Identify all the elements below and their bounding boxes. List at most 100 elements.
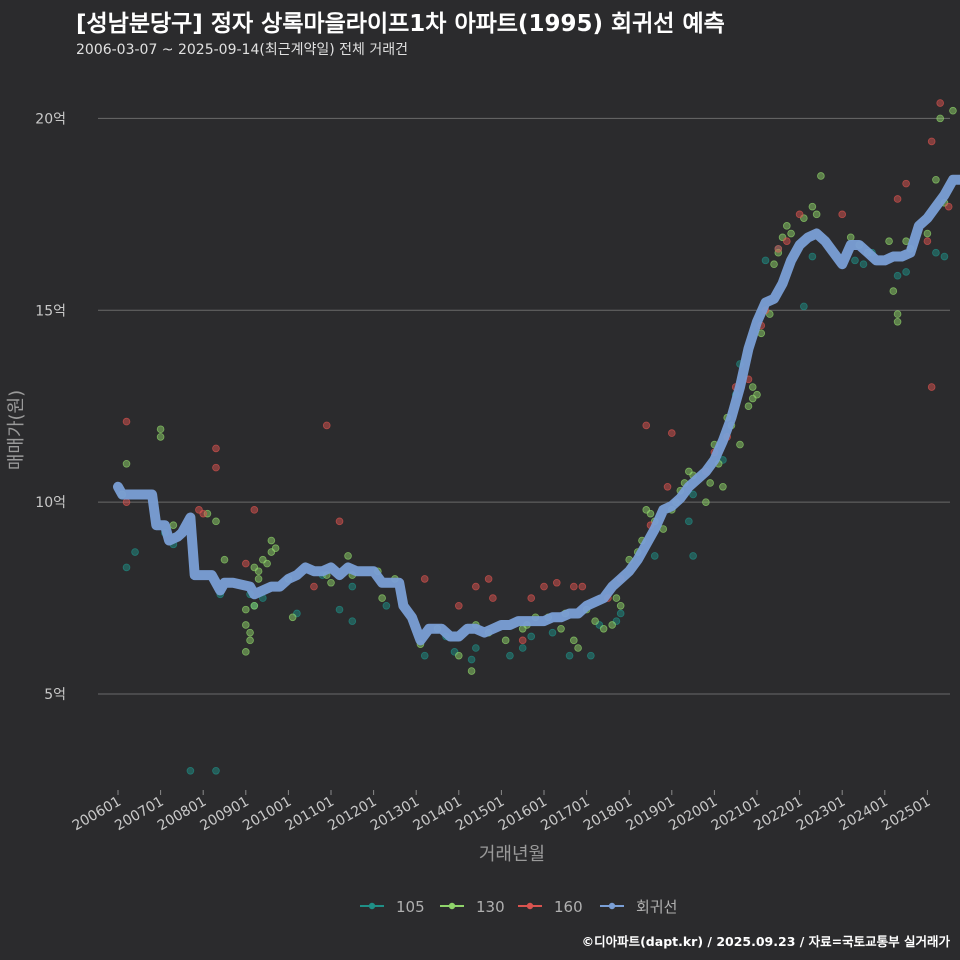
point-160 [212,463,220,472]
point-105 [472,644,480,652]
point-105 [565,651,574,660]
point-160 [927,383,936,391]
point-130 [467,667,476,675]
point-130 [744,402,753,411]
point-130 [242,621,250,629]
point-130 [271,544,280,553]
point-130 [702,498,710,506]
regression-line [113,174,960,646]
point-130 [612,594,621,602]
point-105 [548,628,557,637]
point-160 [489,594,497,602]
point-130 [770,260,778,269]
point-130 [242,605,250,614]
point-105 [616,609,625,618]
point-130 [719,483,727,491]
point-130 [263,559,271,568]
point-160 [902,179,910,188]
point-105 [527,632,536,641]
point-130 [220,555,229,564]
point-130 [932,175,940,184]
point-130 [787,229,795,238]
point-160 [335,517,344,526]
point-105 [212,767,220,775]
point-105 [851,256,859,265]
point-160 [527,594,536,602]
point-160 [893,195,902,203]
point-105 [940,252,949,261]
point-130 [889,287,898,295]
point-130 [242,648,250,656]
point-160 [420,575,429,583]
x-axis-ticks: 2006012007012008012009012010012011012012… [70,790,933,834]
point-130 [212,517,220,526]
point-105 [689,552,697,560]
grid-lines [98,117,950,695]
point-105 [685,517,693,526]
x-axis-title: 거래년월 [479,844,545,865]
point-130 [254,575,263,583]
point-130 [923,229,932,238]
point-105 [506,651,514,660]
point-105 [131,548,139,556]
point-130 [608,621,616,629]
point-105 [186,767,195,775]
point-130 [885,237,893,245]
point-130 [893,310,902,318]
y-tick-label: 15억 [35,303,66,319]
point-105 [893,271,902,280]
legend-label: 130 [476,898,505,916]
point-160 [518,636,527,645]
point-105 [587,651,595,660]
point-160 [122,498,131,506]
point-130 [570,636,578,645]
point-105 [689,490,697,499]
point-130 [706,479,714,487]
point-160 [642,421,651,430]
point-130 [288,613,297,622]
point-160 [212,444,220,453]
point-105 [382,601,391,610]
point-130 [169,521,178,529]
point-130 [156,425,165,434]
y-axis-title: 매매가(원) [6,390,27,470]
chart-title: [성남분당구] 정자 상록마을라이프1차 아파트(1995) 회귀선 예측 [76,11,725,37]
point-105 [467,655,476,664]
legend-dot [448,902,456,910]
point-130 [783,222,791,230]
point-130 [646,509,655,518]
point-160 [322,421,331,430]
point-105 [650,552,659,560]
legend-label: 105 [396,898,425,916]
legend: 105 130 160 회귀선 [360,898,677,916]
point-105 [122,563,131,572]
point-160 [484,575,493,583]
point-160 [570,582,578,591]
point-130 [846,233,855,242]
point-160 [122,417,131,426]
point-105 [348,582,357,591]
point-130 [122,459,131,468]
point-105 [348,617,357,625]
point-130 [378,594,386,602]
credit-text: ©디아파트(dapt.kr) / 2025.09.23 / 자료=국토교통부 실… [581,934,950,949]
point-160 [242,559,250,568]
point-160 [540,582,548,591]
point-105 [518,644,527,652]
legend-dot [526,902,534,910]
point-130 [574,644,582,652]
point-160 [250,506,259,514]
point-130 [246,636,254,645]
point-160 [774,245,783,253]
point-105 [761,256,770,265]
point-160 [927,137,936,146]
scatter-points [118,99,957,775]
point-105 [335,605,344,614]
point-160 [667,429,676,437]
point-160 [552,578,561,587]
point-130 [344,552,352,560]
point-130 [246,628,254,637]
point-130 [808,202,817,211]
legend-dot [368,902,376,910]
